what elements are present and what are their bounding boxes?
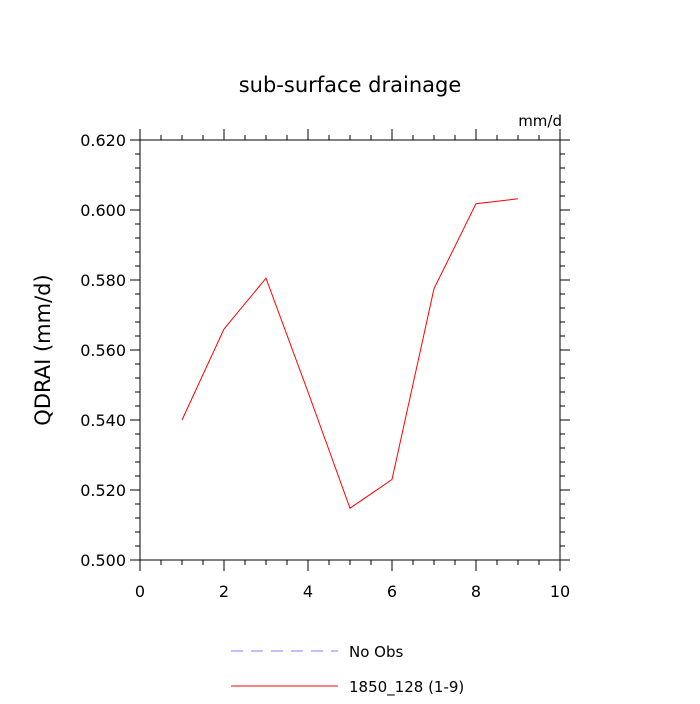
y-tick-label: 0.560 [80, 341, 126, 360]
y-tick-label: 0.600 [80, 201, 126, 220]
x-axis-ticks: 0 2 4 6 8 10 [135, 129, 570, 601]
y-tick-label: 0.520 [80, 481, 126, 500]
x-tick-label: 0 [135, 582, 145, 601]
chart-title: sub-surface drainage [239, 73, 462, 97]
x-tick-label: 6 [387, 582, 397, 601]
plot-frame [139, 139, 561, 561]
y-tick-label: 0.540 [80, 411, 126, 430]
series-line [181, 198, 519, 509]
units-label: mm/d [518, 112, 562, 130]
y-tick-label: 0.620 [80, 131, 126, 150]
y-axis-ticks: 0.500 0.520 0.540 0.560 0.580 0.600 0.620 [80, 131, 570, 570]
x-tick-label: 8 [471, 582, 481, 601]
y-tick-label: 0.500 [80, 551, 126, 570]
x-tick-label: 2 [219, 582, 229, 601]
legend-label: No Obs [349, 643, 403, 661]
series-layer [181, 198, 519, 509]
legend: No Obs 1850_128 (1-9) [231, 643, 464, 697]
x-tick-label: 10 [550, 582, 570, 601]
x-tick-label: 4 [303, 582, 313, 601]
legend-label: 1850_128 (1-9) [349, 678, 464, 697]
y-tick-label: 0.580 [80, 271, 126, 290]
y-axis-label: QDRAI (mm/d) [31, 274, 55, 425]
